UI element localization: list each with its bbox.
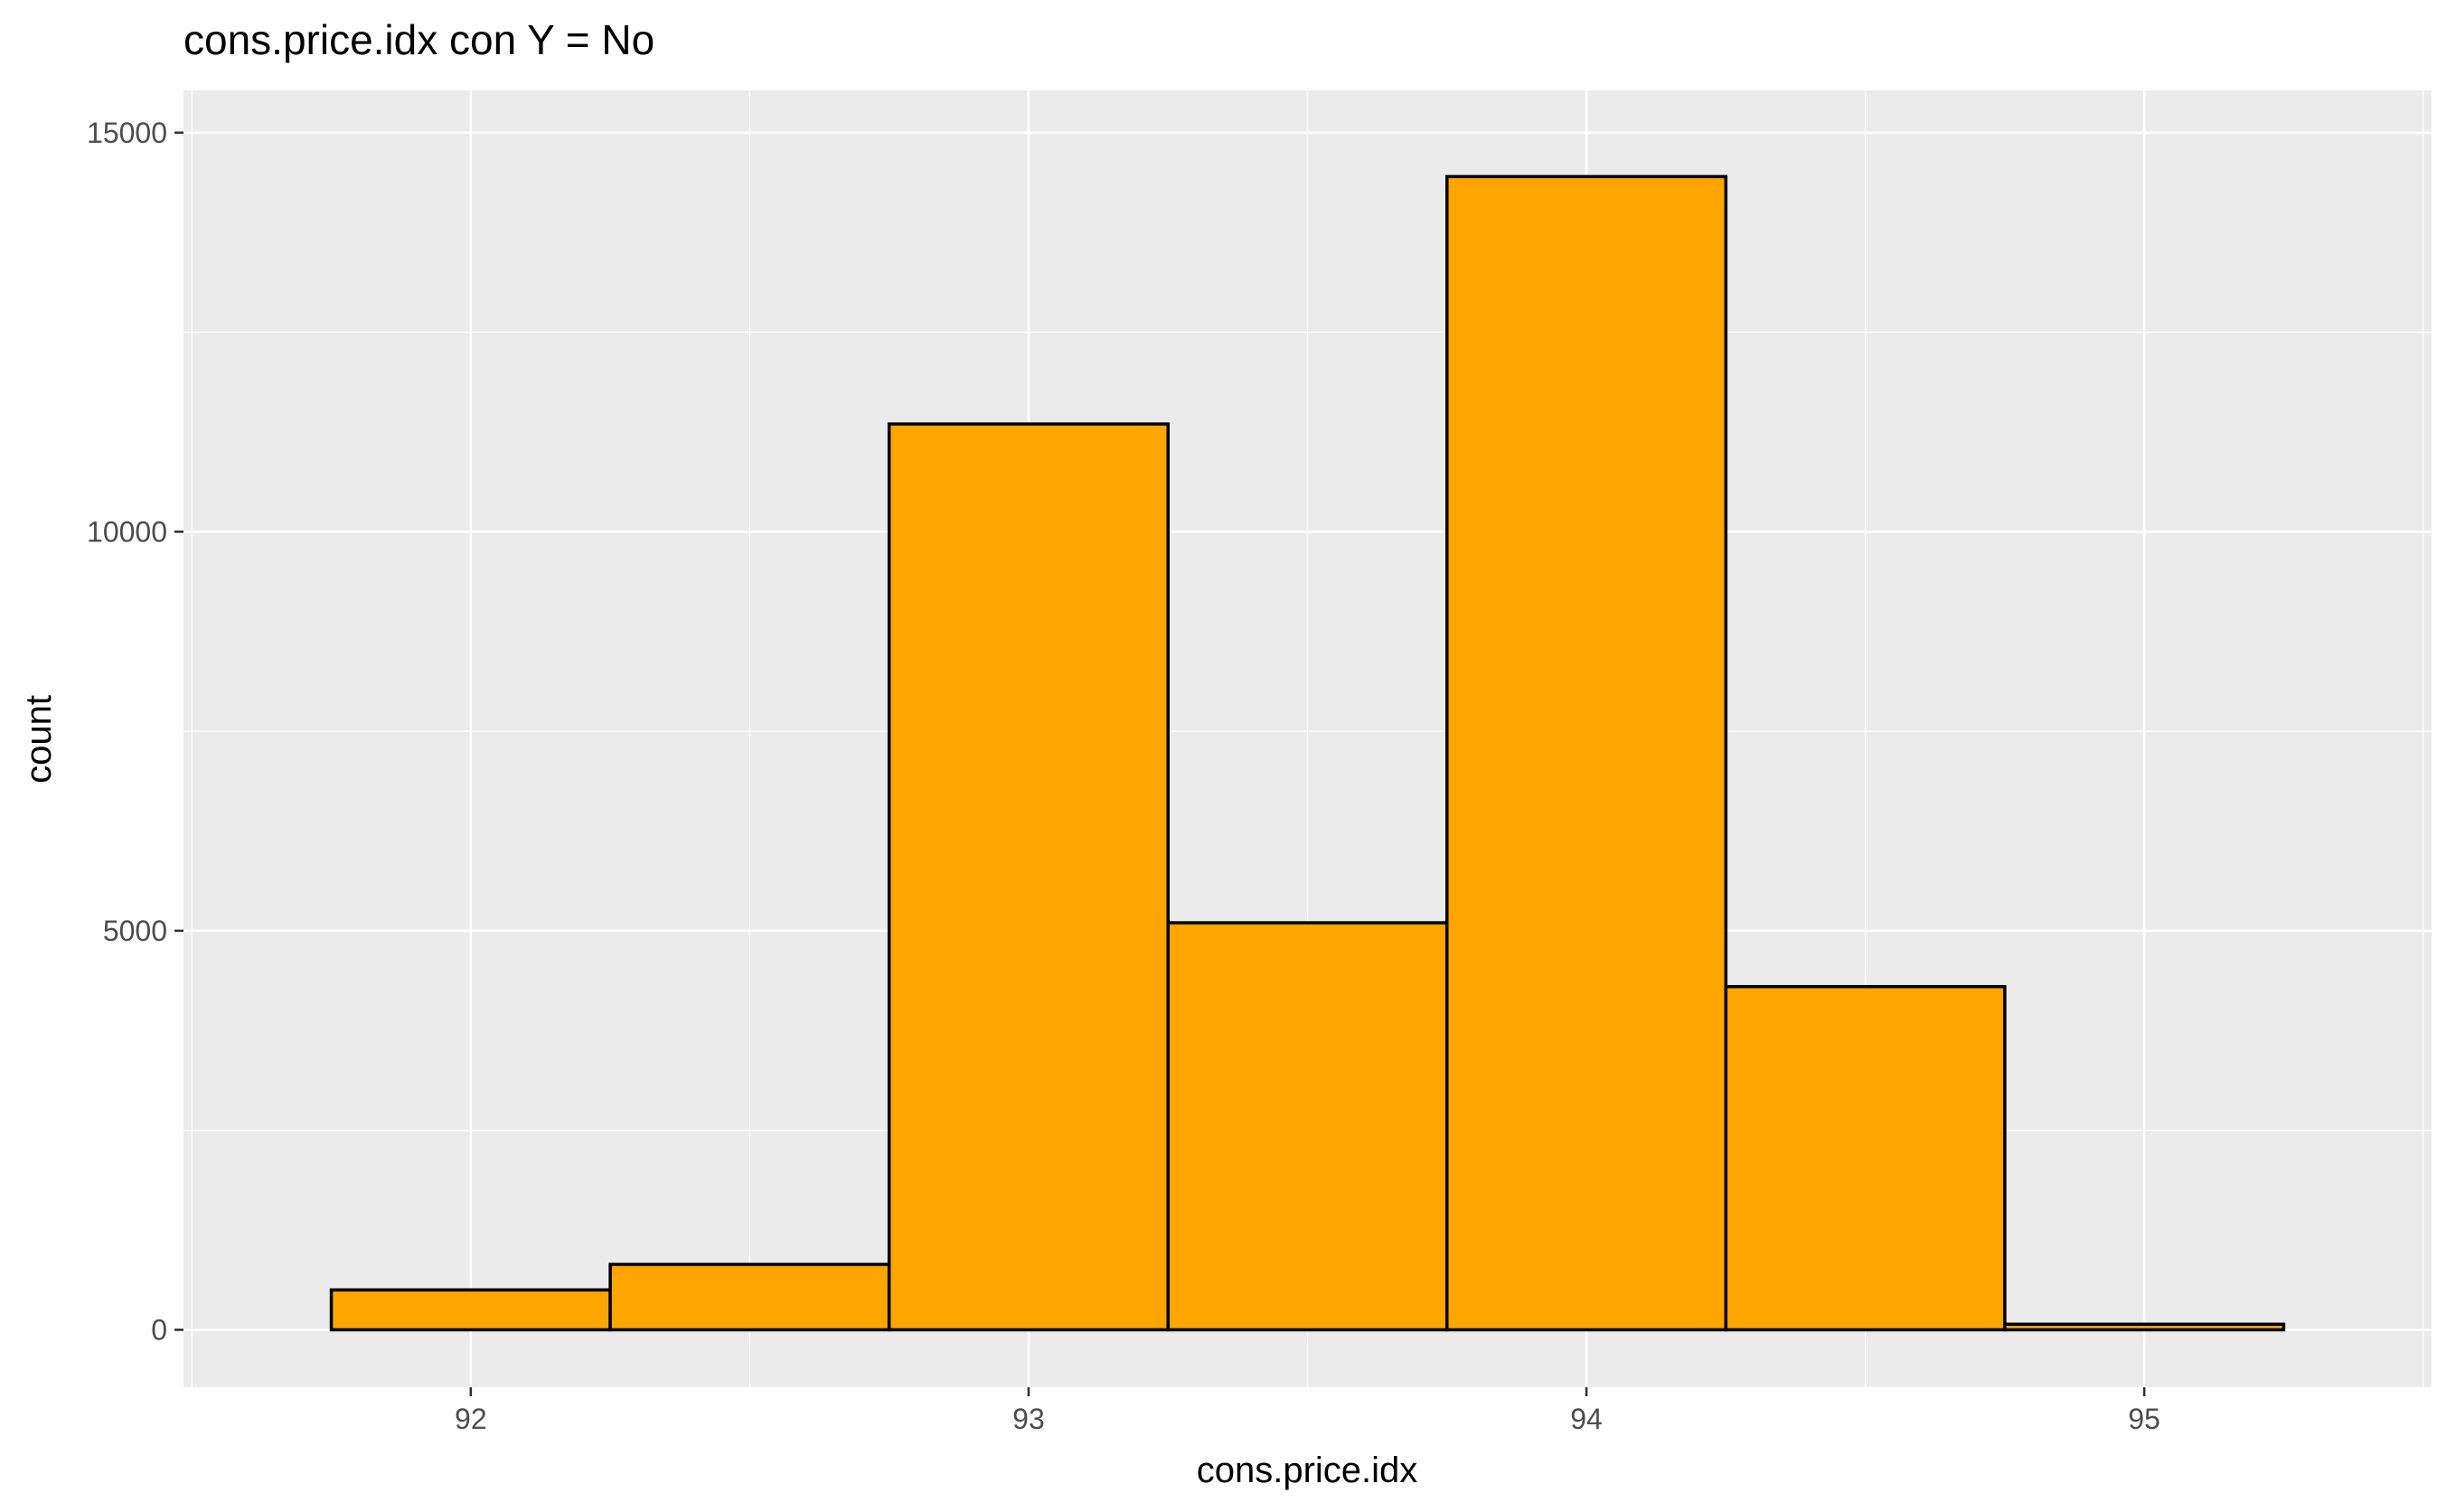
histogram-bar	[1168, 923, 1447, 1329]
y-tick-label: 0	[151, 1313, 167, 1346]
x-tick-label: 92	[455, 1403, 487, 1435]
histogram-bar	[1726, 987, 2005, 1330]
histogram-bar	[889, 424, 1169, 1329]
y-tick-label: 15000	[87, 117, 167, 149]
histogram-bar	[1447, 176, 1726, 1329]
y-axis-label: count	[19, 695, 59, 784]
x-axis-label: cons.price.idx	[1197, 1451, 1418, 1490]
histogram-bar	[610, 1264, 889, 1329]
y-tick-label: 10000	[87, 515, 167, 548]
y-axis-ticks: 0 5000 10000 15000	[87, 117, 183, 1347]
x-tick-label: 95	[2128, 1403, 2160, 1435]
histogram-bar	[332, 1290, 611, 1329]
x-axis-ticks: 92 93 94 95	[455, 1387, 2160, 1435]
x-tick-label: 94	[1570, 1403, 1603, 1435]
chart-title: cons.price.idx con Y = No	[183, 16, 654, 63]
y-tick-label: 5000	[103, 915, 167, 947]
x-tick-label: 93	[1012, 1403, 1045, 1435]
histogram-bar	[2005, 1324, 2284, 1329]
